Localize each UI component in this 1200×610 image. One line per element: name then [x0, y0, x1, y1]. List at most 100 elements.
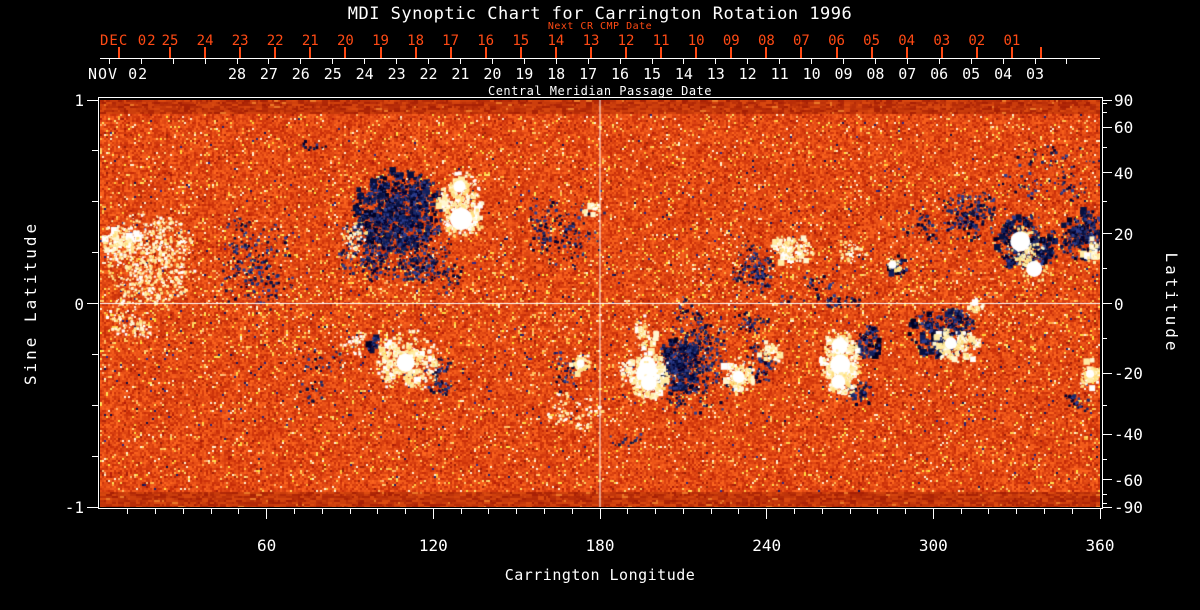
- latitude-minor-tick: [1102, 147, 1107, 149]
- cmp-day-label: 19: [515, 65, 534, 83]
- next-cr-day-tick: [274, 47, 277, 58]
- longitude-minor-tick: [710, 509, 712, 514]
- latitude-tick: [1102, 126, 1112, 128]
- next-cr-day-tick: [449, 47, 452, 58]
- cmp-day-label: 04: [994, 65, 1013, 83]
- latitude-minor-tick: [1102, 338, 1107, 340]
- cmp-day-label: 14: [674, 65, 693, 83]
- sine-latitude-tick: [92, 455, 99, 457]
- cmp-day-label: 06: [930, 65, 949, 83]
- longitude-minor-tick: [738, 509, 740, 514]
- cmp-day-tick: [523, 59, 525, 64]
- latitude-tick: [1102, 233, 1112, 235]
- cmp-day-tick: [300, 59, 302, 64]
- longitude-minor-tick: [321, 509, 323, 514]
- latitude-tick-label: 20: [1114, 224, 1134, 244]
- cmp-day-tick: [874, 59, 876, 64]
- next-cr-day-label: 06: [828, 33, 845, 49]
- longitude-tick: [599, 509, 601, 519]
- next-cr-day-label: 08: [757, 33, 775, 49]
- next-cr-day-tick: [905, 47, 908, 58]
- cmp-day-label: 11: [770, 65, 789, 83]
- cmp-day-tick: [140, 59, 142, 64]
- sine-latitude-tick: [87, 506, 99, 508]
- next-cr-day-tick: [870, 47, 873, 58]
- latitude-tick-label: -40: [1114, 425, 1143, 445]
- latitude-tick: [1102, 372, 1112, 374]
- latitude-tick-label: 90: [1114, 91, 1134, 110]
- longitude-minor-tick: [293, 509, 295, 514]
- latitude-tick-label: -60: [1114, 470, 1143, 490]
- next-cr-day-tick: [730, 47, 733, 58]
- next-cr-day-tick: [414, 47, 417, 58]
- longitude-minor-tick: [377, 509, 379, 514]
- next-cr-day-tick: [118, 47, 120, 58]
- next-cr-day-tick: [800, 47, 803, 58]
- latitude-tick: [1102, 172, 1112, 174]
- next-cr-day-label: 11: [652, 33, 670, 49]
- cmp-day-label: 03: [1025, 65, 1045, 83]
- cmp-day-label: 17: [579, 65, 598, 83]
- cmp-day-tick: [619, 59, 621, 64]
- cmp-day-label: 25: [323, 65, 342, 83]
- magnetogram-canvas: [100, 100, 1100, 507]
- chart-title: MDI Synoptic Chart for Carrington Rotati…: [347, 4, 853, 24]
- next-cr-day-label: 18: [407, 33, 425, 49]
- left-axis-title: Sine Latitude: [21, 220, 40, 386]
- latitude-tick: [1102, 303, 1112, 304]
- cmp-day-label: 08: [866, 65, 885, 83]
- next-cr-day-tick: [204, 47, 207, 58]
- cmp-day-label: 26: [291, 65, 310, 83]
- cmp-day-tick: [843, 59, 844, 64]
- latitude-minor-tick: [1102, 458, 1107, 460]
- longitude-tick: [266, 509, 268, 519]
- next-cr-day-tick: [660, 47, 663, 58]
- latitude-tick-label: -90: [1114, 498, 1143, 517]
- next-cr-day-tick: [554, 47, 557, 58]
- sine-latitude-tick: [92, 201, 99, 203]
- cmp-day-tick: [172, 59, 174, 64]
- cmp-day-tick: [204, 59, 206, 64]
- next-cr-day-tick: [625, 47, 627, 58]
- longitude-minor-tick: [488, 509, 490, 514]
- longitude-tick-label: 120: [418, 536, 448, 555]
- next-cr-day-tick: [1040, 47, 1042, 58]
- next-cr-day-label: 14: [547, 33, 565, 49]
- next-cr-day-tick: [484, 47, 487, 58]
- cmp-axis-title: Central Meridian Passage Date: [487, 84, 712, 98]
- cmp-day-label: 13: [706, 65, 725, 83]
- cmp-day-label: 24: [355, 65, 374, 83]
- cmp-day-label: 27: [259, 65, 278, 83]
- next-cr-day-label: 13: [582, 33, 600, 49]
- cmp-day-tick: [332, 59, 334, 64]
- cmp-day-tick: [555, 59, 557, 64]
- longitude-minor-tick: [877, 509, 879, 514]
- cmp-day-tick: [396, 59, 398, 64]
- longitude-minor-tick: [405, 509, 407, 514]
- cmp-day-tick: [108, 59, 110, 64]
- longitude-minor-tick: [516, 509, 518, 514]
- next-cr-day-label: 19: [372, 33, 389, 49]
- longitude-tick-label: 360: [1085, 536, 1115, 555]
- next-cr-day-tick: [590, 47, 592, 58]
- longitude-tick-label: 60: [257, 536, 277, 555]
- longitude-minor-tick: [682, 509, 684, 514]
- latitude-minor-tick: [1102, 503, 1107, 505]
- cmp-day-tick: [428, 59, 429, 64]
- next-cr-day-label: 23: [231, 33, 249, 49]
- next-cr-day-label: 03: [933, 33, 951, 49]
- next-cr-day-label: 09: [722, 33, 740, 49]
- longitude-tick-label: 240: [752, 536, 782, 555]
- sine-latitude-tick-label: 1: [74, 91, 84, 110]
- longitude-minor-tick: [1043, 509, 1045, 514]
- longitude-tick: [1099, 509, 1101, 519]
- cmp-day-label: 20: [483, 65, 502, 83]
- cmp-day-tick: [906, 59, 908, 64]
- longitude-minor-tick: [849, 509, 851, 514]
- bottom-axis-title: Carrington Longitude: [504, 566, 696, 584]
- sine-latitude-tick-label: 0: [74, 294, 84, 314]
- longitude-minor-tick: [238, 509, 240, 514]
- next-cr-day-label: 16: [477, 33, 495, 49]
- cmp-day-tick: [747, 59, 749, 64]
